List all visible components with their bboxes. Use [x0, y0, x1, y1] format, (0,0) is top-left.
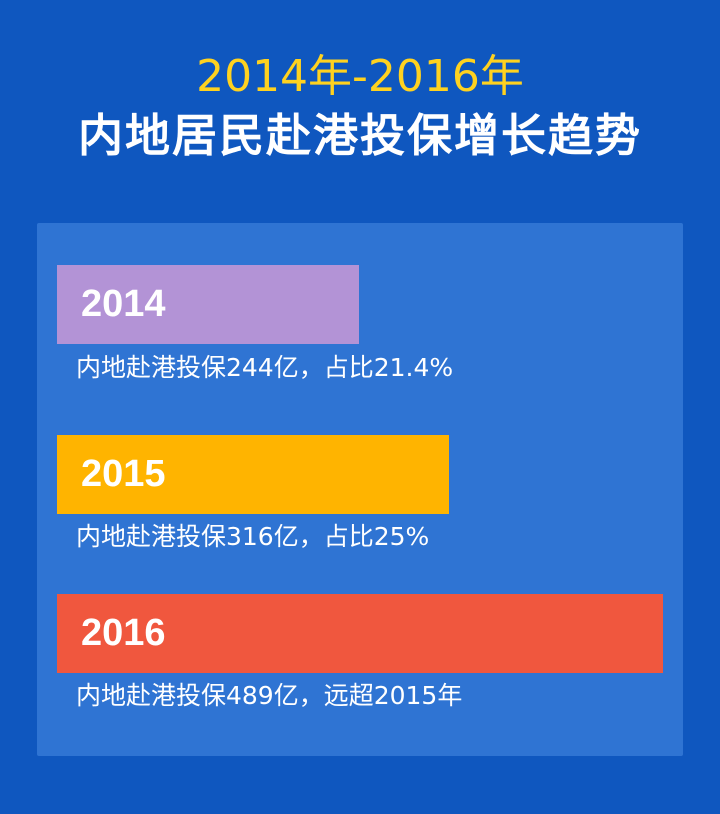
bar-label-2014: 2014 — [81, 283, 166, 325]
chart-title-years: 2014年-2016年 — [196, 51, 524, 102]
chart-panel: 2014 内地赴港投保244亿，占比21.4% 2015 内地赴港投保316亿，… — [37, 223, 683, 756]
caption-2015: 内地赴港投保316亿，占比25% — [76, 522, 430, 551]
chart-title: 内地居民赴港投保增长趋势 — [77, 109, 642, 162]
bar-2015: 2015 — [57, 435, 449, 514]
caption-2014: 内地赴港投保244亿，占比21.4% — [76, 353, 454, 382]
bar-2016: 2016 — [57, 594, 663, 673]
bar-label-2016: 2016 — [81, 612, 166, 654]
bar-label-2015: 2015 — [81, 453, 166, 495]
caption-2016: 内地赴港投保489亿，远超2015年 — [76, 681, 463, 710]
bar-2014: 2014 — [57, 265, 359, 344]
